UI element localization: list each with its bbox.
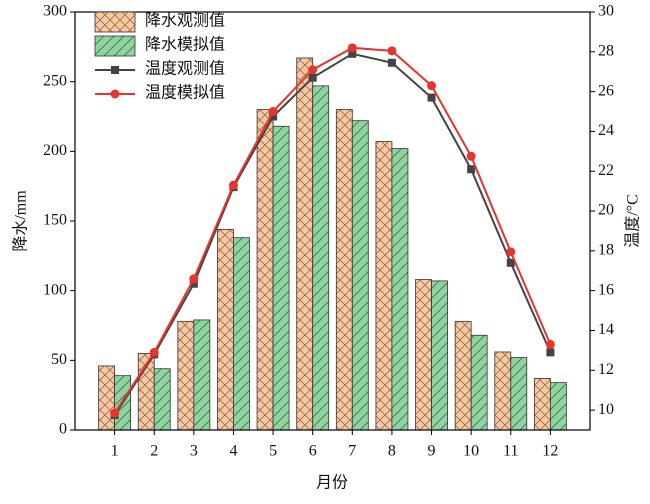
marker — [149, 347, 159, 357]
legend-label: 温度模拟值 — [145, 84, 225, 102]
marker — [427, 93, 436, 102]
y-tick-label: 250 — [43, 72, 67, 89]
marker — [387, 46, 397, 56]
bar — [510, 357, 528, 431]
y-tick-label: 50 — [51, 351, 67, 368]
marker — [387, 58, 396, 67]
bar — [375, 141, 393, 431]
marker — [269, 112, 278, 121]
marker — [348, 49, 357, 58]
bar — [549, 382, 567, 431]
marker — [506, 258, 515, 267]
marker — [546, 348, 555, 357]
bar — [256, 109, 274, 431]
bar — [217, 228, 234, 431]
bar — [98, 365, 116, 431]
bar — [470, 334, 488, 431]
bar — [351, 120, 369, 431]
y2-tick-label: 24 — [598, 122, 614, 139]
y2-tick-label: 20 — [598, 202, 614, 219]
legend-label: 降水观测值 — [145, 12, 225, 30]
bar — [415, 279, 432, 431]
legend-label: 温度观测值 — [145, 60, 225, 78]
marker — [189, 274, 199, 284]
y2-tick-label: 18 — [598, 242, 614, 259]
bar — [391, 148, 409, 431]
bar — [177, 320, 195, 431]
bar — [296, 57, 314, 431]
marker — [308, 65, 318, 75]
x-tick-label: 12 — [542, 443, 558, 460]
y2-tick-label: 10 — [598, 401, 614, 418]
bar — [153, 368, 171, 431]
y2-tick-label: 26 — [598, 82, 614, 99]
line — [113, 52, 552, 416]
legend-swatch — [94, 35, 136, 57]
bar — [454, 320, 472, 431]
y2-tick-label: 30 — [598, 3, 614, 20]
marker — [467, 165, 476, 174]
bar — [494, 351, 512, 431]
y-tick-label: 100 — [43, 281, 67, 298]
x-tick-label: 7 — [348, 443, 356, 460]
marker — [268, 107, 278, 117]
y2-tick-label: 12 — [598, 361, 614, 378]
bar — [193, 319, 211, 431]
legend-marker — [111, 66, 119, 74]
marker — [308, 73, 317, 82]
marker — [466, 151, 476, 161]
y2-tick-label: 14 — [598, 321, 614, 338]
x-tick-label: 2 — [150, 443, 158, 460]
x-tick-label: 6 — [309, 443, 317, 460]
marker — [506, 247, 516, 257]
bar — [272, 125, 290, 431]
bar — [233, 237, 250, 431]
x-axis-label: 月份 — [316, 474, 348, 492]
marker — [427, 81, 437, 91]
marker — [347, 43, 357, 53]
marker — [228, 180, 238, 190]
legend-swatch — [94, 11, 136, 33]
y-tick-label: 200 — [43, 142, 67, 159]
bar — [312, 85, 330, 431]
y-tick-label: 0 — [59, 421, 67, 438]
bar — [533, 378, 551, 431]
bar — [431, 280, 448, 431]
y-axis-label: 降水/mm — [12, 190, 30, 252]
legend-label: 降水模拟值 — [145, 36, 225, 54]
y-tick-label: 300 — [43, 3, 67, 20]
x-tick-label: 4 — [229, 443, 237, 460]
legend-marker — [110, 89, 120, 99]
bar — [335, 109, 353, 431]
y2-tick-label: 22 — [598, 162, 614, 179]
line — [113, 46, 552, 414]
y2-tick-label: 16 — [598, 281, 614, 298]
x-tick-label: 1 — [111, 443, 119, 460]
x-tick-label: 3 — [190, 443, 198, 460]
x-tick-label: 9 — [428, 443, 436, 460]
x-tick-label: 5 — [269, 443, 277, 460]
marker — [189, 279, 198, 288]
y2-tick-label: 28 — [598, 42, 614, 59]
x-tick-label: 8 — [388, 443, 396, 460]
marker — [545, 339, 555, 349]
marker — [110, 408, 120, 418]
x-tick-label: 11 — [503, 443, 518, 460]
y-tick-label: 150 — [43, 212, 67, 229]
y2-axis-label: 温度/°C — [624, 194, 642, 248]
x-tick-label: 10 — [463, 443, 479, 460]
